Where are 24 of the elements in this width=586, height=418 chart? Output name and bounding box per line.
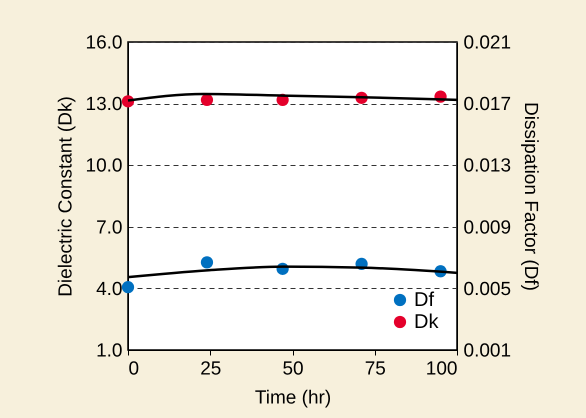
y-tick-label: 4.0 [96,278,122,300]
y2-tick-label: 0.017 [464,94,512,116]
x-tick-label: 75 [364,358,386,380]
y2-tick-label: 0.001 [464,340,512,362]
y2-tick-label: 0.021 [464,32,512,54]
y2-tick-label: 0.009 [464,217,512,238]
legend-label: Dk [414,311,440,333]
y-tick-label: 10.0 [86,156,122,177]
y2-axis-title: Dissipation Factor (Df) [520,102,542,291]
x-tick-label: 25 [200,358,222,380]
point [122,281,134,294]
y-tick-label: 16.0 [86,32,122,54]
y2-tick-label: 0.005 [464,278,512,300]
y2-tick-label: 0.013 [464,156,512,177]
x-tick-label: 50 [282,358,304,380]
y-tick-label: 1.0 [96,340,122,362]
x-tick-label: 0 [128,358,140,380]
x-axis-title: Time (hr) [254,388,332,408]
x-tick-label: 100 [426,358,458,380]
y-axis-title: Dielectric Constant (Dk) [56,96,77,297]
point [200,256,214,268]
y-tick-label: 7.0 [96,217,122,238]
y-tick-label: 13.0 [86,94,122,116]
legend-label: Df [414,289,434,311]
